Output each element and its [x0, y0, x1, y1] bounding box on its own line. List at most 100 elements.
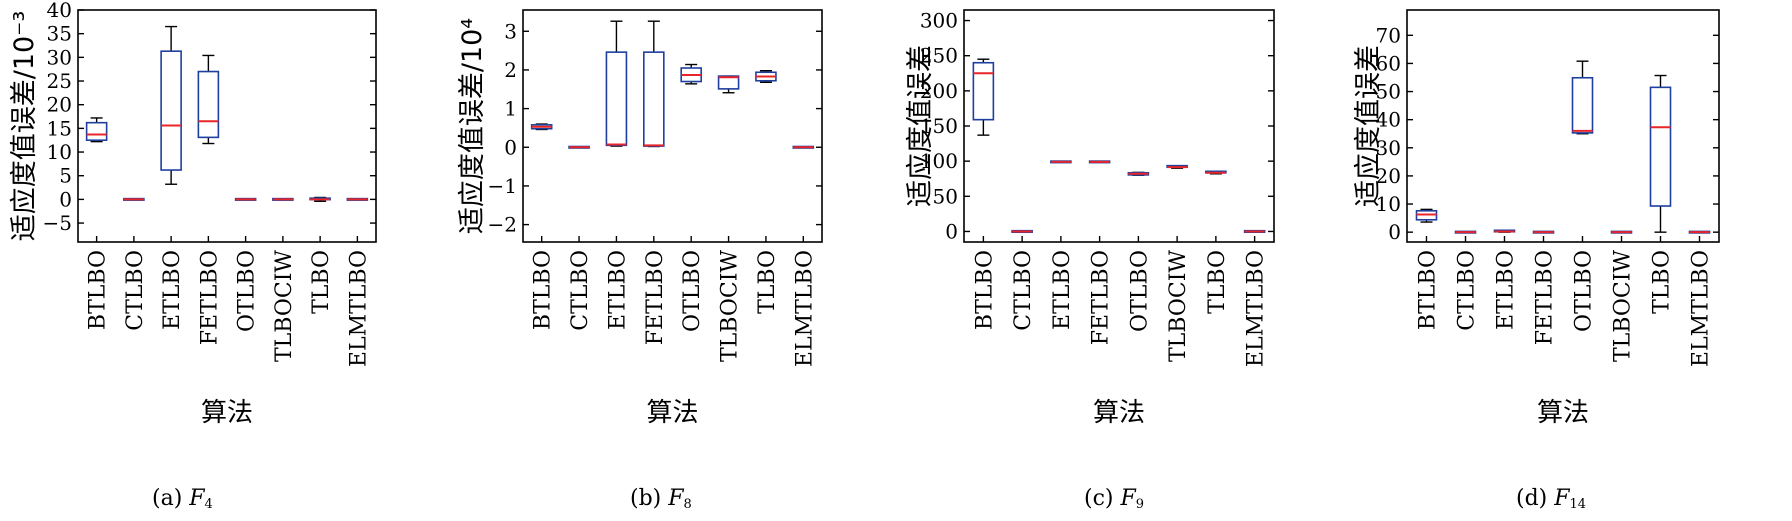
y-tick-label: 30 [1376, 136, 1401, 160]
box [1571, 76, 1594, 134]
x-tick-label: OTLBO [680, 250, 705, 332]
caption-c: (c) F9 [1084, 486, 1144, 512]
x-tick-label: TLBOCIW [1611, 250, 1636, 362]
caption-var: F [668, 486, 684, 511]
y-tick-label: 0 [59, 187, 72, 211]
x-tick-label: BTLBO [531, 250, 556, 330]
x-tick-label: TLBO [309, 250, 334, 314]
x-tick-label: FETLBO [643, 250, 668, 345]
y-tick-label: 100 [920, 149, 958, 173]
y-tick-label: −1 [488, 174, 517, 198]
plot-frame [77, 9, 377, 243]
box [605, 51, 628, 147]
x-tick-label: TLBOCIW [718, 250, 743, 362]
x-tick-label: OTLBO [1572, 250, 1597, 332]
y-tick-label: 3 [504, 19, 517, 43]
x-tick-label: FETLBO [1533, 250, 1558, 345]
caption-prefix: (b) [630, 486, 669, 511]
y-axis-label: 适应度值误差/10⁻³ [9, 11, 40, 242]
y-tick-label: 60 [1376, 51, 1401, 75]
panel-b: −2 −1 0 1 2 3 BTLBO CTLBO ETLBO FETLBO OTLBO TLBOCI… [448, 0, 896, 521]
x-tick-label: TLBOCIW [272, 250, 297, 362]
y-tick-label: 70 [1376, 23, 1401, 47]
y-tick-label: 2 [504, 58, 517, 82]
y-tick-label: 0 [504, 135, 517, 159]
box [160, 50, 182, 171]
panel-a: −5 0 5 10 15 20 25 30 35 40 BTLBO CTLBO ETLBO FETLBO O… [0, 0, 448, 521]
boxplot-f8: −2 −1 0 1 2 3 BTLBO CTLBO ETLBO FETLBO OTLBO TLBOCI… [457, 9, 823, 428]
x-tick-label: ELMTLBO [792, 250, 817, 367]
y-tick-label: 20 [1376, 164, 1401, 188]
y-tick-label: 200 [920, 79, 958, 103]
caption-sub: 4 [204, 497, 213, 512]
caption-var: F [1120, 486, 1136, 511]
x-tick-label: OTLBO [1127, 250, 1152, 332]
panel-c: 0 50 100 150 200 250 300 BTLBO CTLBO ETLBO FETLBO O… [896, 0, 1344, 521]
y-tick-label: 40 [1376, 108, 1401, 132]
y-tick-label: 15 [47, 116, 72, 140]
x-tick-label: ETLBO [1494, 250, 1519, 330]
box [1649, 86, 1672, 207]
y-tick-label: 250 [920, 44, 958, 68]
y-tick-label: 10 [1376, 192, 1401, 216]
x-tick-label: BTLBO [972, 250, 997, 330]
y-axis-label: 适应度值误差 [1353, 45, 1384, 207]
y-tick-label: 50 [933, 184, 958, 208]
x-axis-label: 算法 [1093, 398, 1145, 428]
x-tick-label: FETLBO [197, 250, 222, 345]
x-tick-label: ETLBO [605, 250, 630, 330]
y-axis-label: 适应度值误差 [905, 45, 936, 207]
y-tick-label: 5 [59, 164, 72, 188]
x-tick-label: BTLBO [1416, 250, 1441, 330]
caption-var: F [1554, 486, 1570, 511]
caption-b: (b) F8 [630, 486, 692, 512]
caption-sub: 14 [1569, 497, 1587, 512]
plot-frame [1406, 9, 1720, 243]
y-tick-label: 35 [47, 22, 72, 46]
x-axis-label: 算法 [646, 398, 698, 428]
x-tick-label: TLBO [755, 250, 780, 314]
x-tick-label: CTLBO [123, 250, 148, 331]
x-tick-label: TLBO [1205, 250, 1230, 314]
caption-a: (a) F4 [152, 486, 213, 512]
y-tick-label: 10 [47, 140, 72, 164]
x-tick-label: FETLBO [1089, 250, 1114, 345]
y-tick-label: 0 [945, 219, 958, 243]
panel-d: 0 10 20 30 40 50 60 70 BTLBO CTLBO ETLBO FETLBO OTLB… [1344, 0, 1792, 521]
caption-var: F [189, 486, 205, 511]
y-tick-label: 1 [504, 97, 517, 121]
x-tick-label: BTLBO [86, 250, 111, 330]
box [717, 75, 740, 90]
boxplot-f9: 0 50 100 150 200 250 300 BTLBO CTLBO ETLBO FETLBO O… [905, 9, 1275, 428]
caption-d: (d) F14 [1516, 486, 1586, 512]
caption-prefix: (a) [152, 486, 190, 511]
x-tick-label: CTLBO [1011, 250, 1036, 331]
y-tick-label: 300 [920, 9, 958, 33]
y-tick-label: −5 [43, 211, 72, 235]
y-tick-label: 40 [47, 0, 72, 22]
box [85, 121, 108, 142]
box [643, 51, 665, 147]
box [197, 70, 220, 139]
x-tick-label: ETLBO [1050, 250, 1075, 330]
y-tick-label: 50 [1376, 80, 1401, 104]
y-tick-label: 0 [1388, 220, 1401, 244]
x-tick-label: ELMTLBO [1244, 250, 1269, 367]
y-tick-label: 30 [47, 45, 72, 69]
x-tick-label: OTLBO [235, 250, 260, 332]
x-tick-label: ETLBO [160, 250, 185, 330]
x-tick-label: CTLBO [568, 250, 593, 331]
x-tick-label: CTLBO [1455, 250, 1480, 331]
box [972, 61, 995, 121]
y-tick-label: 25 [47, 69, 72, 93]
y-tick-label: 20 [47, 93, 72, 117]
x-tick-label: TLBO [1650, 250, 1675, 314]
plot-frame [963, 9, 1275, 243]
y-tick-label: 150 [920, 114, 958, 138]
x-axis-label: 算法 [1537, 398, 1589, 428]
x-axis-label: 算法 [201, 398, 253, 428]
caption-sub: 8 [683, 497, 692, 512]
x-tick-label: ELMTLBO [1689, 250, 1714, 367]
